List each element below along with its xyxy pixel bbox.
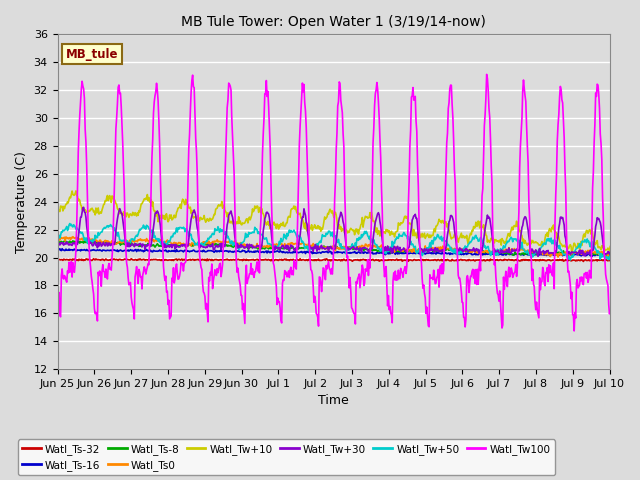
Title: MB Tule Tower: Open Water 1 (3/19/14-now): MB Tule Tower: Open Water 1 (3/19/14-now… (181, 15, 486, 29)
X-axis label: Time: Time (318, 395, 349, 408)
Y-axis label: Temperature (C): Temperature (C) (15, 151, 28, 252)
Legend: Watl_Ts-32, Watl_Ts-16, Watl_Ts-8, Watl_Ts0, Watl_Tw+10, Watl_Tw+30, Watl_Tw+50,: Watl_Ts-32, Watl_Ts-16, Watl_Ts-8, Watl_… (18, 439, 555, 475)
Text: MB_tule: MB_tule (66, 48, 118, 61)
